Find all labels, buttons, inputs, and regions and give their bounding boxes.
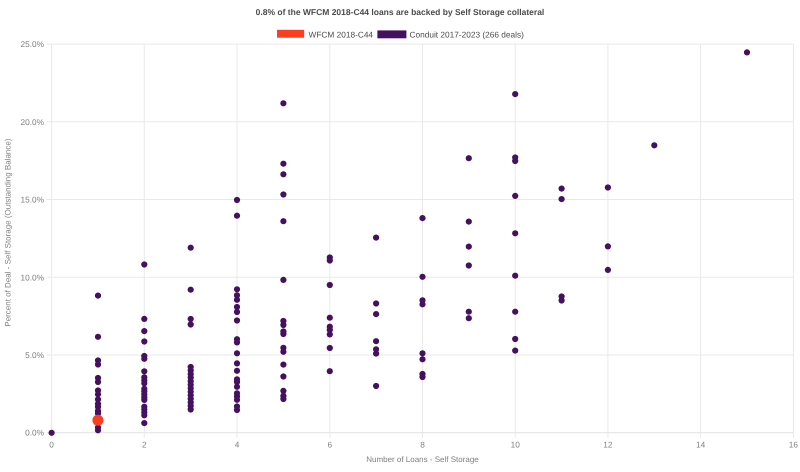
svg-text:WFCM 2018-C44: WFCM 2018-C44 bbox=[309, 29, 374, 39]
svg-text:2: 2 bbox=[142, 440, 147, 450]
svg-text:16: 16 bbox=[789, 440, 799, 450]
svg-text:15.0%: 15.0% bbox=[20, 195, 44, 205]
svg-text:10: 10 bbox=[511, 440, 521, 450]
svg-text:12: 12 bbox=[603, 440, 613, 450]
svg-text:20.0%: 20.0% bbox=[20, 117, 44, 127]
svg-text:0: 0 bbox=[49, 440, 54, 450]
svg-text:Number of Loans - Self Storage: Number of Loans - Self Storage bbox=[366, 455, 479, 464]
svg-text:25.0%: 25.0% bbox=[20, 39, 44, 49]
svg-text:10.0%: 10.0% bbox=[20, 272, 44, 282]
svg-text:14: 14 bbox=[696, 440, 706, 450]
svg-text:Percent of Deal - Self Storage: Percent of Deal - Self Storage (Outstand… bbox=[4, 138, 13, 326]
svg-text:8: 8 bbox=[420, 440, 425, 450]
svg-text:0.8% of the WFCM 2018-C44 loan: 0.8% of the WFCM 2018-C44 loans are back… bbox=[256, 7, 545, 17]
svg-text:0.0%: 0.0% bbox=[25, 428, 45, 438]
svg-text:4: 4 bbox=[235, 440, 240, 450]
svg-text:Conduit 2017-2023 (266 deals): Conduit 2017-2023 (266 deals) bbox=[410, 29, 525, 39]
svg-text:5.0%: 5.0% bbox=[25, 350, 45, 360]
svg-text:6: 6 bbox=[327, 440, 332, 450]
